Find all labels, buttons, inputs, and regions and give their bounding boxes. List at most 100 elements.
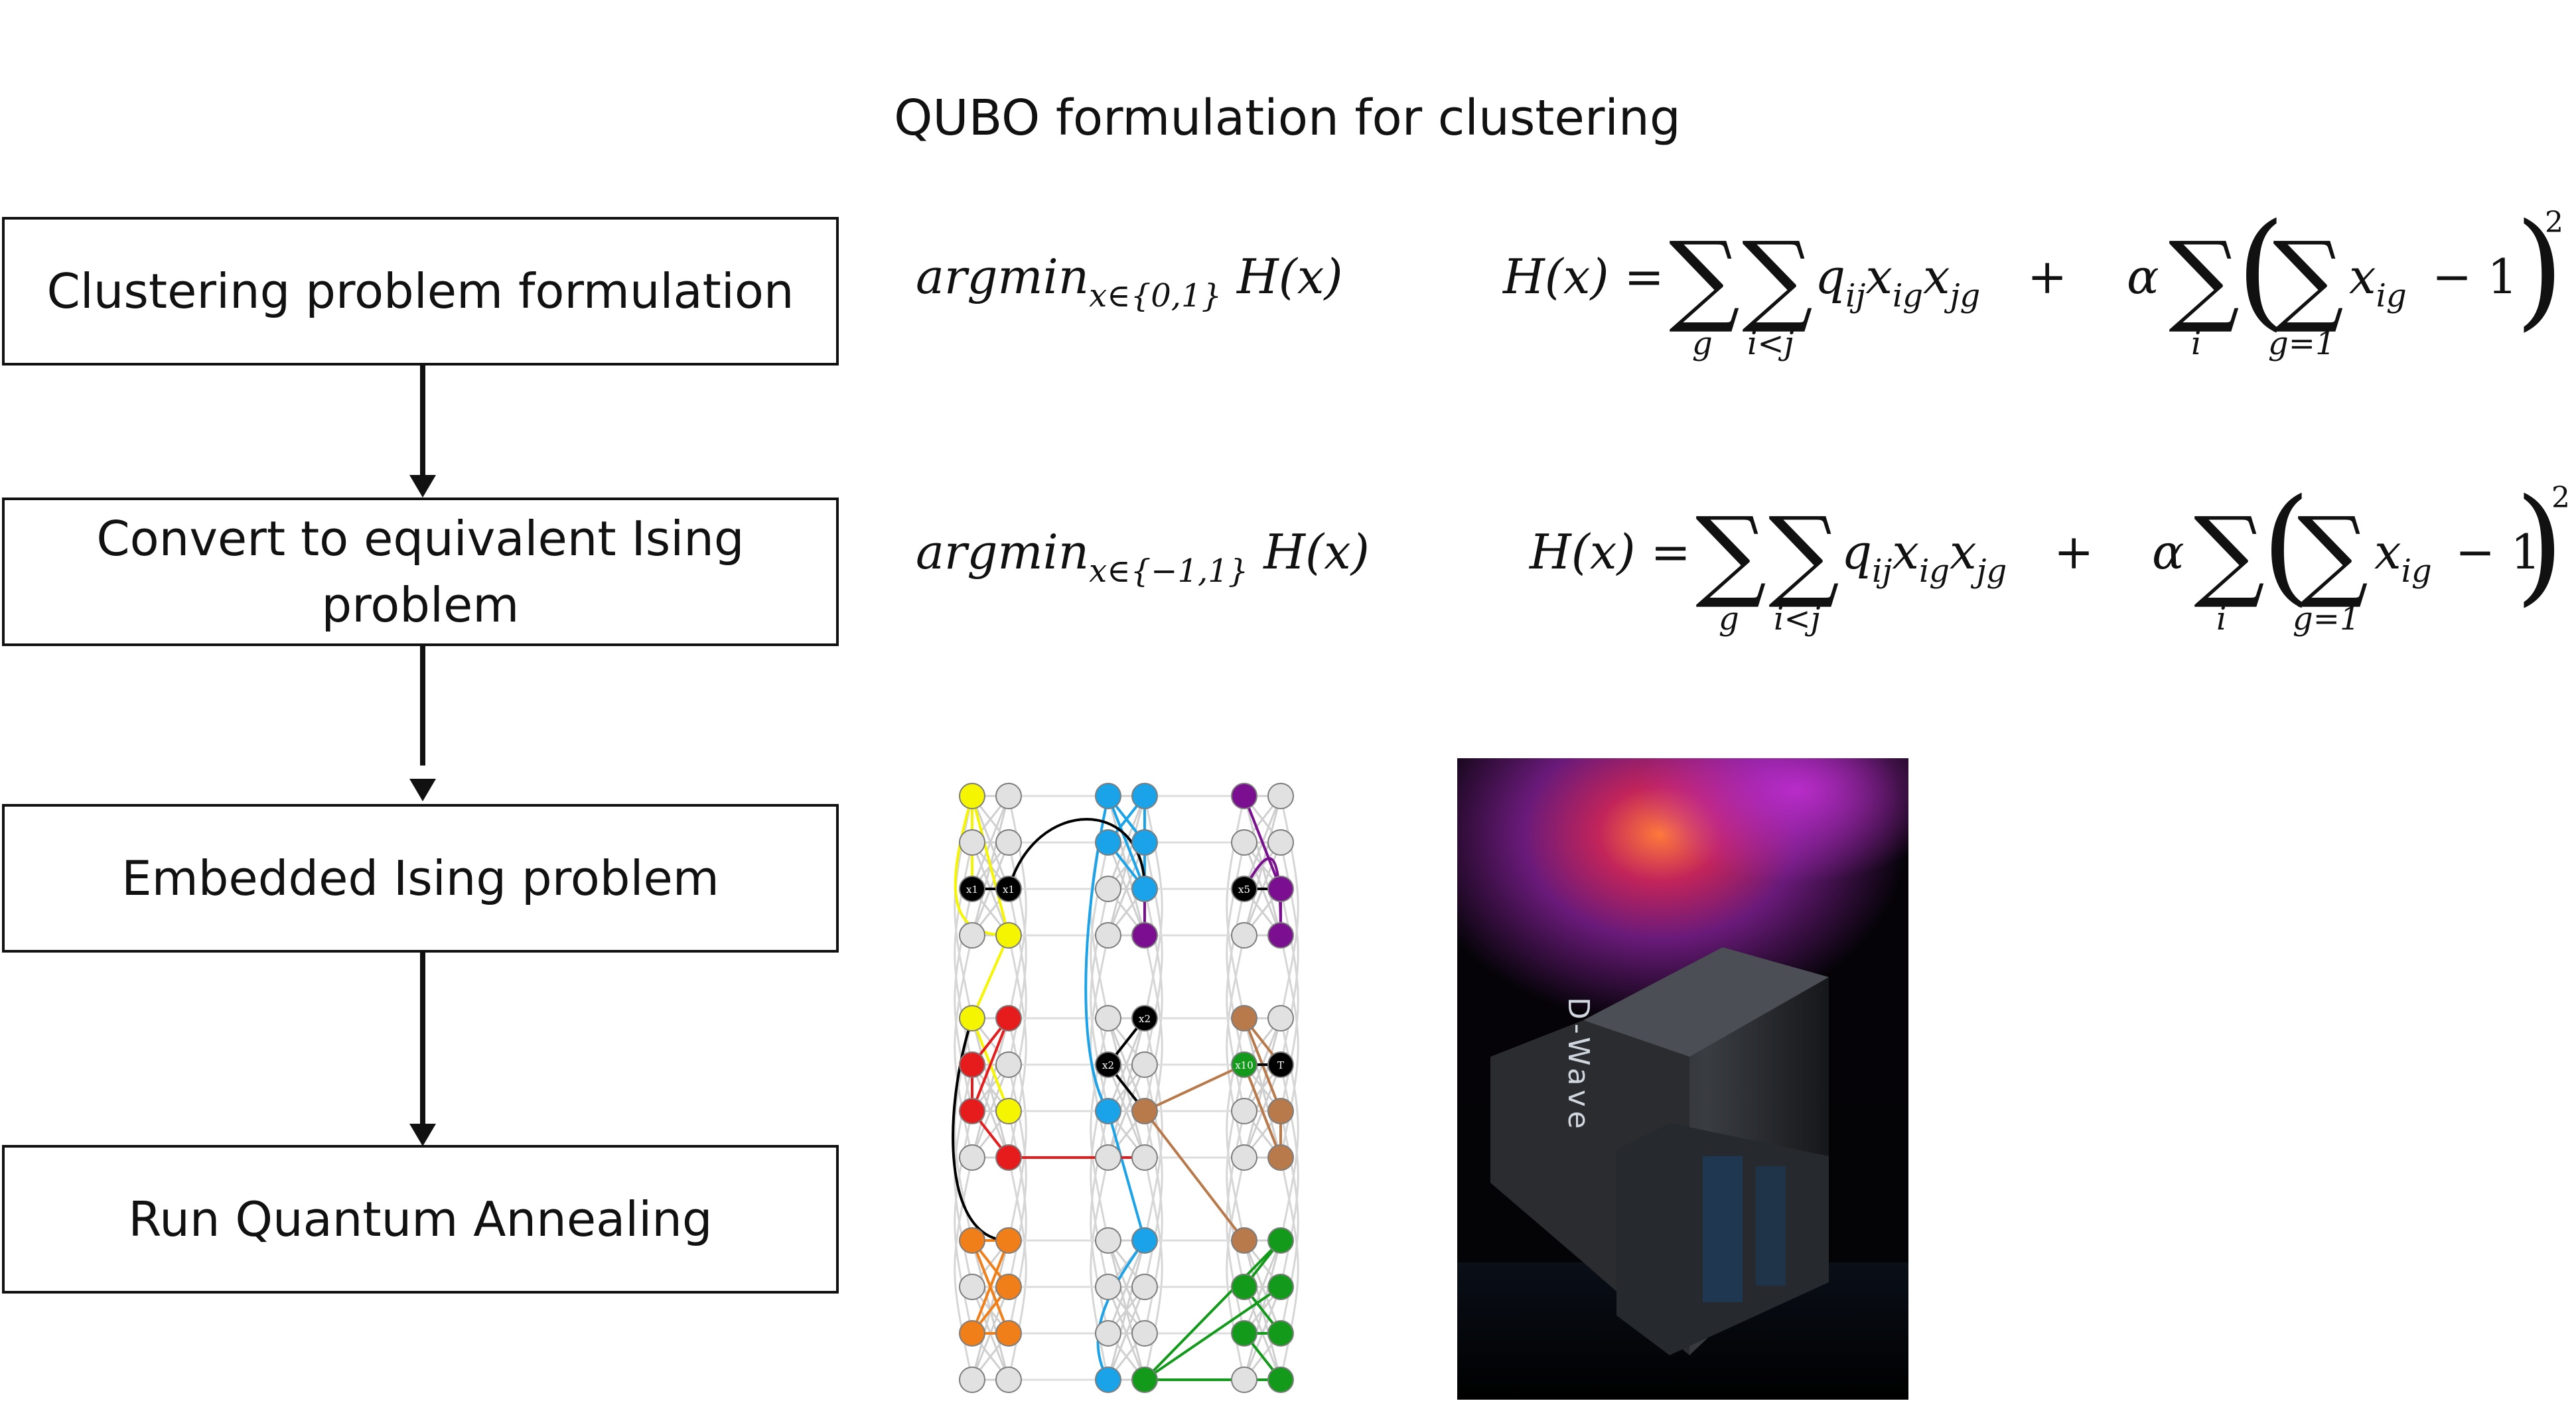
qubit-node [959,1320,985,1347]
sum-limit: i<j [1774,600,1821,637]
qubit-node [959,1367,985,1393]
flow-arrow-3 [420,953,425,1130]
qubit-node [959,1144,985,1171]
dwave-brand-text: D-Wave [1561,997,1595,1133]
sum-symbol: ∑ [2273,221,2344,336]
step-box-ising: Convert to equivalent Ising problem [2,498,839,646]
alpha-symbol: α [2152,524,2184,580]
qubit-node [959,1098,985,1124]
qubit-node [1267,1367,1294,1393]
qubit-node [1231,1005,1257,1032]
exponent: 2 [2545,206,2563,239]
sum-symbol: ∑ [2169,221,2240,336]
minus-one: − 1 [2432,249,2518,304]
step-box-embedded: Embedded Ising problem [2,804,839,953]
qubo-argmin: argminx∈{0,1} H(x) [916,249,1343,314]
hamiltonian-term-1: qijxigxjg [1815,249,1981,314]
embedding-chain-arc [1243,857,1282,936]
qubit-node-label: x1 [966,884,978,896]
embedding-chain-edge [1243,1064,1282,1158]
qubit-node [1095,876,1121,902]
qubit-node [1131,1005,1158,1032]
qubit-node [1131,1098,1158,1124]
step-box-clustering: Clustering problem formulation [2,217,839,366]
qubit-node [995,829,1022,856]
qubit-node-label: x1 [1003,884,1015,896]
chimera-edge [1107,1018,1146,1112]
qubit-node [1095,1051,1121,1078]
embedding-chain-arc [1007,818,1146,890]
sum-symbol: ∑ [2194,496,2265,612]
sum-limit: g=1 [2293,600,2360,637]
chimera-edge [1107,1240,1146,1334]
embedding-chain-edge [1143,1239,1282,1381]
sum-limit: g [1692,325,1713,362]
hamiltonian-term-1: qijxigxjg [1841,524,2007,590]
qubit-node [1267,1320,1294,1347]
flow-arrow-1 [420,366,425,475]
qubit-node [1267,829,1294,856]
qubit-node [1095,1144,1121,1171]
qubit-node [995,922,1022,949]
hamiltonian-lhs: H(x) = [1503,249,1664,304]
sum-limit: g=1 [2268,325,2336,362]
embedding-chain-edge [971,795,1010,936]
qubit-node [1095,1005,1121,1032]
qubit-node [995,1098,1022,1124]
chimera-edge [1107,1286,1146,1380]
sum-symbol: ∑ [1742,221,1814,336]
qubit-node [1231,1274,1257,1300]
qubit-node-label: x2 [1102,1059,1114,1071]
qubit-node [995,783,1022,809]
qubit-node [995,1227,1022,1254]
sum-symbol: ∑ [1669,221,1741,336]
embedding-chain-edge [1144,1063,1245,1112]
flow-arrowhead-3 [409,1124,436,1146]
alpha-symbol: α [2127,249,2159,304]
qubit-node [959,829,985,856]
qubit-node [1231,1051,1257,1078]
machine-window [1703,1156,1743,1302]
dwave-photo-illustration: D-Wave [1457,758,1908,1400]
qubit-node [1267,783,1294,809]
qubit-node [1267,1005,1294,1032]
exponent: 2 [2551,481,2570,515]
qubit-node [995,1051,1022,1078]
qubit-node [1131,1320,1158,1347]
qubit-node [1095,1320,1121,1347]
plus-sign: + [2027,249,2068,304]
left-paren: ( [2236,196,2286,343]
chimera-edge [971,795,1010,890]
qubit-node [959,922,985,949]
qubit-node [1231,876,1257,902]
chimera-edge [971,1018,1010,1158]
chimera-embedding-graph: x1 x1 x5 x2 x2 x10 T [952,783,1299,1393]
qubit-node [1267,876,1294,902]
minus-one: − 1 [2455,524,2541,580]
step-label: Clustering problem formulation [46,263,794,319]
sum-limit: i [2216,600,2227,637]
left-paren: ( [2261,472,2311,618]
qubit-node [1131,829,1158,856]
chimera-edge [1107,1240,1146,1380]
diagram-title: QUBO formulation for clustering [894,90,1681,147]
qubit-node [1231,1144,1257,1171]
qubit-node [1231,1098,1257,1124]
qubit-node [1131,876,1158,902]
embedding-chain-edge [1107,1110,1146,1241]
machine-window [1756,1166,1786,1286]
qubit-node [1131,1144,1158,1171]
inner-term: xig [2374,524,2432,590]
qubit-node [959,1005,985,1032]
qubit-node [1231,1320,1257,1347]
qubit-node [995,1005,1022,1032]
qubit-node [1095,1367,1121,1393]
qubit-node-label: T [1277,1059,1284,1071]
qubit-node [1131,1274,1158,1300]
plus-sign: + [2054,524,2094,580]
qubit-node [959,876,985,902]
qubit-node [1267,1051,1294,1078]
qubit-node-label: x5 [1238,884,1250,896]
qubit-node [959,1051,985,1078]
qubit-node [959,1274,985,1300]
